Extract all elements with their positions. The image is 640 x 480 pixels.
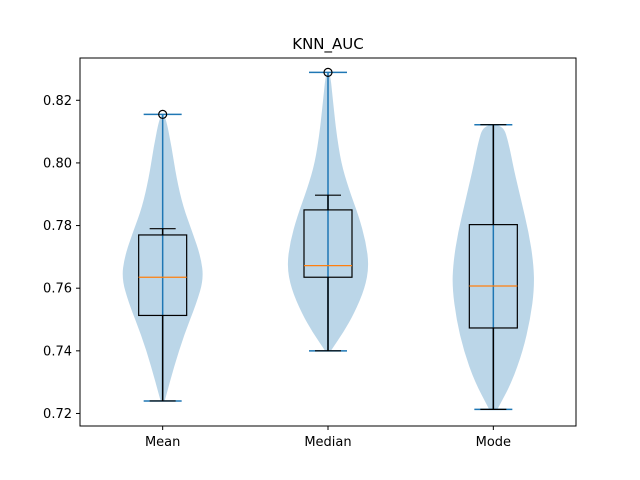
box-mode	[468, 224, 518, 329]
outlier-point	[323, 67, 333, 78]
y-tick-label: 0.74	[43, 344, 72, 359]
y-tick-label: 0.78	[43, 219, 72, 234]
y-tick-label: 0.80	[43, 156, 72, 171]
x-tick-label: Median	[304, 435, 351, 450]
box-mean	[138, 234, 188, 317]
outlier-point	[158, 109, 168, 119]
box-median	[303, 209, 353, 278]
chart-title: KNN_AUC	[292, 35, 364, 54]
y-tick-label: 0.76	[43, 282, 72, 297]
y-tick-label: 0.82	[43, 94, 72, 109]
y-tick-label: 0.72	[43, 407, 72, 422]
x-tick-label: Mean	[145, 435, 180, 450]
plot-frame	[79, 57, 577, 427]
x-tick-label: Mode	[476, 435, 511, 450]
